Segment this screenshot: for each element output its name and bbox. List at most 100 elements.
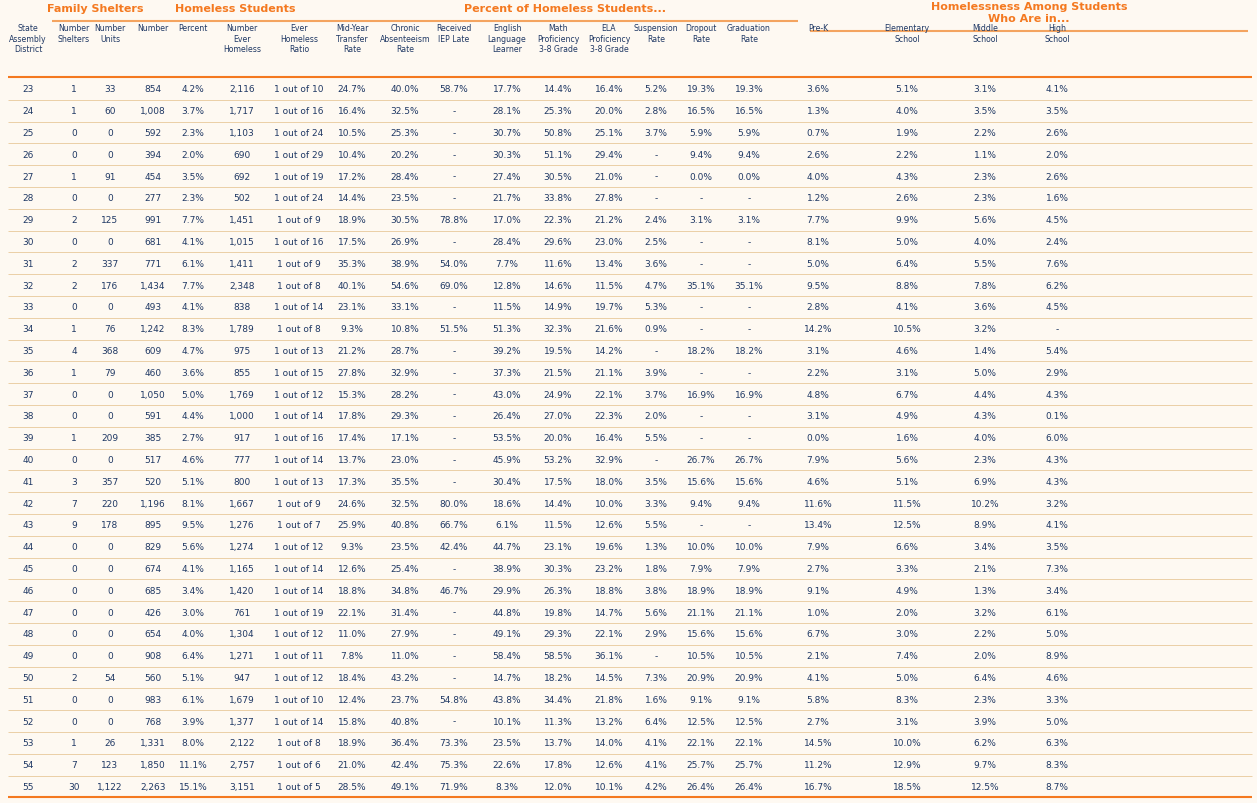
Text: 4.1%: 4.1%: [1046, 521, 1068, 530]
Text: 1,420: 1,420: [229, 586, 255, 595]
Text: 28: 28: [23, 194, 34, 203]
Text: 45: 45: [23, 565, 34, 573]
Text: 23: 23: [23, 85, 34, 94]
Text: 3.0%: 3.0%: [181, 608, 205, 617]
Text: 3.1%: 3.1%: [973, 85, 997, 94]
Text: 33.8%: 33.8%: [543, 194, 572, 203]
Text: 53: 53: [23, 739, 34, 748]
Text: Elementary
School: Elementary School: [885, 24, 930, 43]
Text: 27: 27: [23, 173, 34, 181]
Text: 12.5%: 12.5%: [734, 717, 763, 726]
Text: 6.2%: 6.2%: [1046, 281, 1068, 290]
Text: 37.3%: 37.3%: [493, 369, 522, 377]
Text: 0: 0: [72, 608, 77, 617]
Text: -: -: [453, 107, 455, 116]
Text: 8.0%: 8.0%: [181, 739, 205, 748]
Text: 8.1%: 8.1%: [807, 238, 830, 247]
Text: 983: 983: [145, 695, 162, 704]
Text: 13.4%: 13.4%: [803, 521, 832, 530]
Text: 21.1%: 21.1%: [595, 369, 623, 377]
Text: 18.5%: 18.5%: [892, 782, 921, 791]
Text: 18.6%: 18.6%: [493, 499, 522, 508]
Text: 14.7%: 14.7%: [493, 673, 522, 683]
Text: 58.7%: 58.7%: [440, 85, 469, 94]
Text: 674: 674: [145, 565, 162, 573]
Text: 0: 0: [72, 565, 77, 573]
Text: 69.0%: 69.0%: [440, 281, 469, 290]
Text: 9.1%: 9.1%: [738, 695, 760, 704]
Text: 38.9%: 38.9%: [493, 565, 522, 573]
Text: 4.5%: 4.5%: [1046, 216, 1068, 225]
Text: 29.9%: 29.9%: [493, 586, 522, 595]
Text: 50.8%: 50.8%: [543, 128, 572, 138]
Text: 38: 38: [23, 412, 34, 421]
Text: 6.4%: 6.4%: [645, 717, 667, 726]
Text: 22.1%: 22.1%: [338, 608, 366, 617]
Text: 1,165: 1,165: [229, 565, 255, 573]
Text: 1,434: 1,434: [141, 281, 166, 290]
Text: 1,717: 1,717: [229, 107, 255, 116]
Text: 26.4%: 26.4%: [735, 782, 763, 791]
Text: 4.9%: 4.9%: [895, 412, 919, 421]
Text: 3.4%: 3.4%: [181, 586, 205, 595]
Text: 1 out of 14: 1 out of 14: [274, 412, 324, 421]
Text: 21.0%: 21.0%: [595, 173, 623, 181]
Text: 1 out of 14: 1 out of 14: [274, 565, 324, 573]
Text: 0.7%: 0.7%: [807, 128, 830, 138]
Text: 1: 1: [72, 173, 77, 181]
Text: 0: 0: [72, 128, 77, 138]
Text: 5.0%: 5.0%: [181, 390, 205, 399]
Text: -: -: [655, 151, 657, 160]
Text: 5.6%: 5.6%: [181, 543, 205, 552]
Text: 5.4%: 5.4%: [1046, 347, 1068, 356]
Text: -: -: [453, 608, 455, 617]
Text: 17.5%: 17.5%: [338, 238, 366, 247]
Text: 15.6%: 15.6%: [686, 477, 715, 486]
Text: 6.2%: 6.2%: [974, 739, 997, 748]
Text: 34.4%: 34.4%: [544, 695, 572, 704]
Text: 2.0%: 2.0%: [974, 651, 997, 660]
Text: 10.0%: 10.0%: [595, 499, 623, 508]
Text: 3: 3: [72, 477, 77, 486]
Text: 19.3%: 19.3%: [686, 85, 715, 94]
Text: 49: 49: [23, 651, 34, 660]
Text: 7.7%: 7.7%: [181, 281, 205, 290]
Text: 3,151: 3,151: [229, 782, 255, 791]
Text: 29.3%: 29.3%: [544, 630, 572, 638]
Text: 1 out of 24: 1 out of 24: [274, 194, 323, 203]
Text: 8.8%: 8.8%: [895, 281, 919, 290]
Text: 79: 79: [104, 369, 116, 377]
Text: 4.0%: 4.0%: [895, 107, 919, 116]
Text: 6.9%: 6.9%: [973, 477, 997, 486]
Text: 1 out of 8: 1 out of 8: [277, 324, 321, 334]
Text: 9.5%: 9.5%: [807, 281, 830, 290]
Text: -: -: [453, 630, 455, 638]
Text: 30.5%: 30.5%: [543, 173, 572, 181]
Text: 5.2%: 5.2%: [645, 85, 667, 94]
Text: 58.4%: 58.4%: [493, 651, 522, 660]
Text: 7.7%: 7.7%: [495, 259, 518, 268]
Text: 220: 220: [102, 499, 118, 508]
Text: 12.6%: 12.6%: [338, 565, 366, 573]
Text: 1,008: 1,008: [140, 107, 166, 116]
Text: -: -: [453, 173, 455, 181]
Text: 25.7%: 25.7%: [686, 760, 715, 769]
Text: 42.4%: 42.4%: [391, 760, 419, 769]
Text: 32.5%: 32.5%: [391, 107, 420, 116]
Text: 4.1%: 4.1%: [645, 739, 667, 748]
Text: 502: 502: [234, 194, 250, 203]
Text: 0: 0: [72, 630, 77, 638]
Text: 2.2%: 2.2%: [974, 630, 997, 638]
Text: 1 out of 5: 1 out of 5: [277, 782, 321, 791]
Text: 0: 0: [107, 303, 113, 312]
Text: 28.4%: 28.4%: [391, 173, 420, 181]
Text: 1 out of 14: 1 out of 14: [274, 455, 324, 464]
Text: 5.0%: 5.0%: [807, 259, 830, 268]
Text: 22.1%: 22.1%: [686, 739, 715, 748]
Text: 0: 0: [107, 630, 113, 638]
Text: 771: 771: [145, 259, 162, 268]
Text: 29.6%: 29.6%: [544, 238, 572, 247]
Text: 7: 7: [72, 760, 77, 769]
Text: -: -: [655, 347, 657, 356]
Text: 761: 761: [234, 608, 250, 617]
